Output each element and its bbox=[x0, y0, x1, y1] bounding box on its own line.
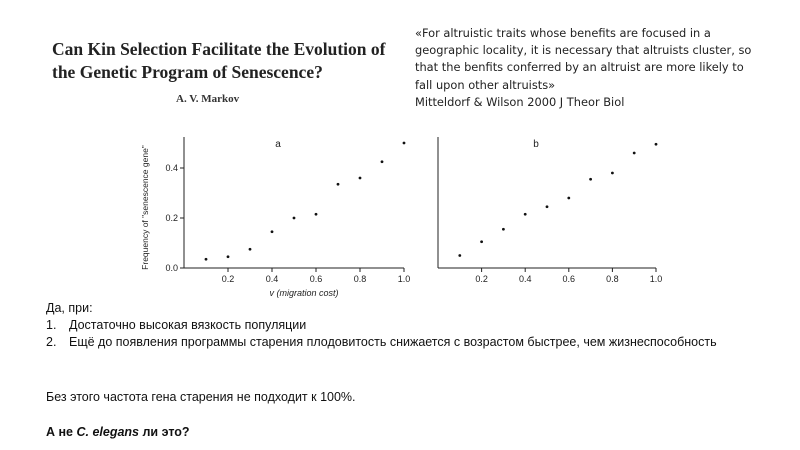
intro-text: Да, при: bbox=[46, 301, 93, 315]
question-prefix: А не bbox=[46, 425, 77, 439]
conclusion-note: Без этого частота гена старения не подхо… bbox=[46, 390, 356, 404]
data-point bbox=[226, 255, 230, 259]
x-axis-label: v (migration cost) bbox=[269, 288, 338, 298]
list-text: Достаточно высокая вязкость популяции bbox=[69, 318, 307, 332]
list-number: 1. bbox=[46, 318, 57, 332]
x-tick-label: 0.6 bbox=[563, 274, 576, 284]
condition-list: 1. Достаточно высокая вязкость популяции … bbox=[46, 317, 746, 351]
data-point bbox=[567, 196, 571, 200]
y-tick-label: 0.0 bbox=[165, 263, 178, 273]
data-point bbox=[248, 247, 252, 251]
question-suffix: ли это? bbox=[139, 425, 190, 439]
figure-panels: 0.2 0.4 0.6 0.8 1.0 0.0 0.2 0.4 a v (migration co… bbox=[140, 137, 663, 298]
x-tick-label: 1.0 bbox=[650, 274, 663, 284]
data-point bbox=[589, 177, 592, 181]
x-tick-label: 0.4 bbox=[519, 274, 532, 284]
x-tick-label: 0.2 bbox=[475, 274, 488, 284]
x-tick-label: 0.8 bbox=[606, 274, 619, 284]
list-number: 2. bbox=[46, 335, 57, 349]
list-item: 2. Ещё до появления программы старения пл… bbox=[46, 334, 746, 351]
quote-citation: Mitteldorf & Wilson 2000 J Theor Biol bbox=[415, 94, 625, 109]
body-text: Да, при: 1. Достаточно высокая вязкость п… bbox=[46, 300, 746, 351]
closing-question: А не C. elegans ли это? bbox=[46, 425, 190, 439]
x-tick-label: 0.2 bbox=[222, 274, 235, 284]
data-point bbox=[336, 182, 340, 186]
y-tick-label: 0.2 bbox=[165, 213, 178, 223]
data-point bbox=[654, 142, 658, 146]
data-point bbox=[523, 212, 527, 216]
paper-title: Can Kin Selection Facilitate the Evoluti… bbox=[52, 39, 386, 82]
data-point bbox=[480, 240, 483, 244]
data-point bbox=[545, 205, 549, 209]
data-point bbox=[204, 257, 208, 261]
data-point bbox=[632, 151, 636, 155]
data-point bbox=[292, 216, 296, 220]
data-point bbox=[380, 160, 384, 164]
data-point bbox=[458, 254, 462, 257]
species-name: C. elegans bbox=[76, 425, 140, 439]
x-tick-label: 0.8 bbox=[354, 274, 367, 284]
data-point bbox=[402, 141, 406, 145]
quote-block: «For altruistic traits whose benefits ar… bbox=[415, 25, 755, 111]
x-tick-label: 0.4 bbox=[266, 274, 279, 284]
y-axis-label: Frequency of "senescence gene" bbox=[140, 145, 150, 270]
y-tick-label: 0.4 bbox=[165, 163, 178, 173]
panel-label: a bbox=[275, 139, 281, 150]
x-tick-label: 0.6 bbox=[310, 274, 323, 284]
data-point bbox=[502, 227, 505, 231]
quote-text: «For altruistic traits whose benefits ar… bbox=[415, 26, 752, 92]
data-point bbox=[270, 230, 274, 234]
x-tick-label: 1.0 bbox=[398, 274, 411, 284]
panel-label: b bbox=[533, 139, 539, 150]
list-item: 1. Достаточно высокая вязкость популяции bbox=[46, 317, 746, 334]
data-point bbox=[358, 176, 362, 180]
data-point bbox=[611, 171, 614, 175]
list-text: Ещё до появления программы старения плод… bbox=[69, 335, 717, 349]
paper-author: A. V. Markov bbox=[176, 93, 240, 105]
data-point bbox=[314, 212, 318, 216]
